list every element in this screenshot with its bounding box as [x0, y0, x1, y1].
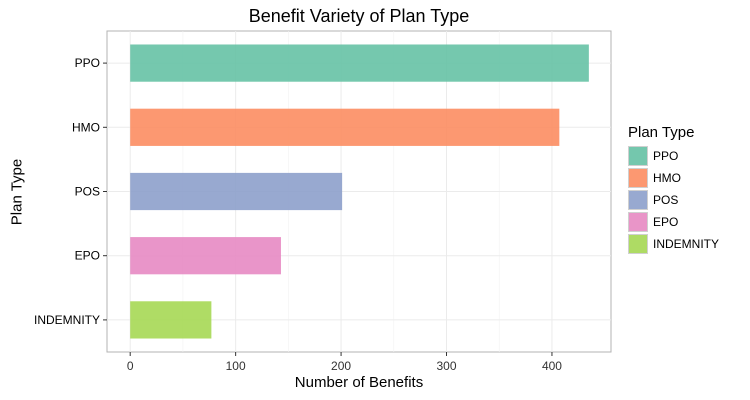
legend-item: HMO: [628, 167, 681, 189]
legend-label: INDEMNITY: [653, 237, 719, 251]
x-tick-label: 0: [127, 359, 134, 373]
y-tick-label: EPO: [75, 249, 100, 263]
x-axis-ticks: 0 100 200 300 400: [127, 352, 562, 373]
bar-epo: [130, 237, 281, 275]
legend-key-swatch: [628, 212, 648, 232]
legend-label: EPO: [653, 215, 679, 229]
x-tick-label: 400: [542, 359, 562, 373]
bar-indemnity: [130, 301, 212, 339]
chart-title: Benefit Variety of Plan Type: [248, 6, 470, 26]
legend-key-swatch: [628, 168, 648, 188]
legend-item: INDEMNITY: [628, 233, 719, 255]
legend-item: EPO: [628, 211, 678, 233]
y-axis-ticks: PPO HMO POS EPO INDEMNITY: [34, 56, 107, 327]
legend-label: POS: [653, 193, 679, 207]
legend-title: Plan Type: [628, 124, 695, 141]
legend-label: PPO: [653, 149, 679, 163]
x-tick-label: 300: [436, 359, 456, 373]
legend-key-swatch: [628, 190, 648, 210]
bar-ppo: [130, 44, 589, 82]
y-tick-label: PPO: [75, 56, 100, 70]
x-tick-label: 100: [226, 359, 246, 373]
y-tick-label: POS: [75, 185, 100, 199]
x-tick-label: 200: [331, 359, 351, 373]
y-axis-label: Plan Type: [8, 158, 26, 226]
bar-pos: [130, 172, 343, 211]
bars: [130, 44, 589, 339]
bar-hmo: [130, 108, 560, 146]
legend-item: PPO: [628, 145, 678, 167]
y-tick-label: INDEMNITY: [34, 313, 100, 327]
y-tick-label: HMO: [72, 120, 100, 134]
legend-item: POS: [628, 189, 678, 211]
legend-key-swatch: [628, 234, 648, 254]
legend-key-swatch: [628, 146, 648, 166]
legend-label: HMO: [653, 171, 681, 185]
x-axis-label: Number of Benefits: [294, 374, 424, 391]
